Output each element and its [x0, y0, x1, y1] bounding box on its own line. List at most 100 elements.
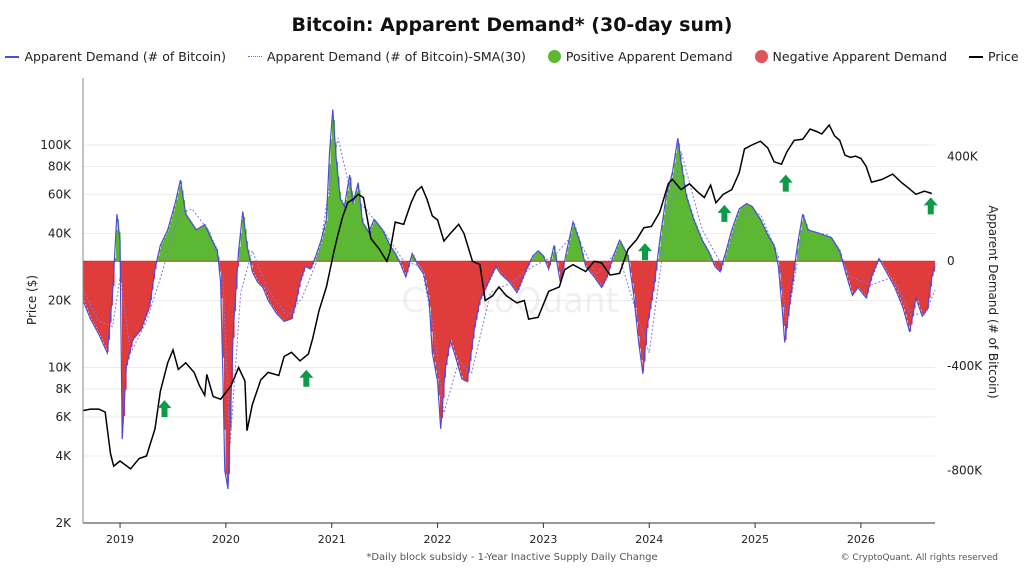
copyright: © CryptoQuant. All rights reserved	[840, 553, 998, 563]
positive-demand-bar	[333, 120, 336, 262]
negative-demand-bar	[222, 261, 225, 358]
positive-demand-bar	[330, 139, 333, 262]
x-tick-2020: 2020	[212, 533, 240, 546]
negative-demand-bar	[227, 261, 229, 484]
legend-item-price[interactable]: Price	[969, 49, 1019, 64]
negative-demand-bar	[548, 261, 550, 268]
negative-demand-bar	[515, 261, 517, 290]
positive-demand-bar	[803, 215, 805, 262]
positive-demand-bar	[804, 219, 807, 262]
positive-demand-bar	[327, 196, 330, 262]
positive-demand-bar	[326, 221, 328, 262]
positive-demand-bar	[707, 248, 709, 262]
negative-demand-bar	[933, 261, 936, 272]
positive-demand-bar	[573, 223, 576, 262]
positive-demand-bar	[191, 222, 193, 262]
legend: Apparent Demand (# of Bitcoin) Apparent …	[0, 49, 1024, 64]
negative-demand-bar	[468, 261, 471, 372]
positive-demand-bar	[368, 231, 370, 262]
negative-demand-bar	[893, 261, 895, 285]
negative-demand-bar	[441, 261, 444, 419]
negative-demand-bar	[284, 261, 286, 322]
up-arrow-icon	[157, 400, 172, 418]
y-tick-left-80K: 80K	[48, 160, 72, 174]
negative-demand-bar	[288, 261, 291, 320]
positive-demand-bar	[773, 243, 775, 262]
negative-demand-bar	[86, 261, 88, 308]
negative-demand-bar	[228, 261, 231, 474]
positive-demand-bar	[542, 254, 544, 262]
negative-demand-bar	[126, 261, 129, 366]
x-tick-2026: 2026	[847, 533, 875, 546]
negative-demand-bar	[308, 261, 310, 268]
negative-demand-bar	[147, 261, 150, 312]
positive-demand-bar	[338, 176, 340, 262]
positive-demand-bar	[743, 206, 745, 262]
negative-demand-bar	[714, 261, 717, 266]
positive-demand-bar	[551, 258, 553, 262]
negative-demand-bar	[101, 261, 103, 340]
positive-demand-bar	[570, 233, 573, 262]
negative-demand-bar	[606, 261, 609, 278]
positive-demand-bar	[809, 230, 811, 262]
negative-demand-bar	[89, 261, 91, 316]
legend-item-demand[interactable]: Apparent Demand (# of Bitcoin)	[5, 49, 226, 64]
y-tick-left-6K: 6K	[55, 410, 72, 424]
negative-demand-bar	[861, 261, 864, 292]
legend-item-negative[interactable]: Negative Apparent Demand	[754, 49, 947, 64]
negative-demand-bar	[437, 261, 439, 379]
negative-demand-bar	[857, 261, 859, 289]
negative-demand-bar	[779, 261, 781, 274]
positive-demand-bar	[369, 230, 372, 262]
positive-demand-bar	[614, 254, 616, 262]
positive-demand-bar	[336, 161, 339, 262]
positive-demand-bar	[567, 247, 570, 262]
negative-demand-bar	[149, 261, 151, 308]
negative-demand-bar	[278, 261, 280, 315]
negative-demand-bar	[251, 261, 253, 265]
negative-demand-bar	[90, 261, 93, 319]
negative-demand-bar	[258, 261, 261, 283]
negative-demand-bar	[921, 261, 924, 314]
positive-demand-bar	[203, 225, 205, 262]
positive-demand-bar	[657, 258, 660, 262]
x-tick-2023: 2023	[529, 533, 557, 546]
legend-item-sma[interactable]: Apparent Demand (# of Bitcoin)-SMA(30)	[247, 49, 526, 64]
positive-demand-bar	[345, 199, 348, 262]
positive-demand-bar	[822, 234, 825, 262]
positive-demand-bar	[240, 233, 243, 262]
negative-demand-bar	[719, 261, 721, 271]
x-tick-2022: 2022	[424, 533, 452, 546]
negative-demand-bar	[111, 261, 114, 306]
negative-demand-bar	[608, 261, 610, 274]
negative-demand-bar	[128, 261, 130, 360]
positive-demand-bar	[198, 228, 201, 262]
negative-demand-bar	[633, 261, 636, 294]
positive-demand-bar	[371, 226, 373, 262]
positive-demand-bar	[186, 215, 189, 262]
positive-demand-bar	[708, 251, 711, 262]
positive-demand-bar	[114, 258, 117, 262]
negative-demand-bar	[93, 261, 96, 325]
positive-demand-bar	[315, 256, 318, 262]
negative-demand-bar	[92, 261, 94, 322]
negative-demand-bar	[558, 261, 561, 272]
chart-area: CryptoQuant 2K4K6K8K10K20K40K60K80K100K4…	[25, 78, 1000, 546]
y-tick-right-0: 0	[947, 254, 955, 268]
negative-demand-bar	[860, 261, 862, 291]
negative-demand-bar	[285, 261, 288, 321]
signal-arrows	[157, 174, 938, 418]
positive-demand-bar	[321, 238, 324, 262]
positive-demand-bar	[750, 205, 753, 262]
negative-demand-bar	[438, 261, 441, 396]
positive-demand-bar	[180, 180, 183, 262]
negative-demand-bar	[867, 261, 870, 293]
x-tick-2021: 2021	[318, 533, 346, 546]
negative-demand-bar	[467, 261, 469, 382]
legend-item-positive[interactable]: Positive Apparent Demand	[547, 49, 733, 64]
positive-demand-bar	[747, 204, 750, 262]
negative-demand-bar	[869, 261, 871, 287]
negative-demand-bar	[105, 261, 108, 349]
negative-demand-bar	[252, 261, 255, 272]
negative-demand-bar	[102, 261, 105, 343]
